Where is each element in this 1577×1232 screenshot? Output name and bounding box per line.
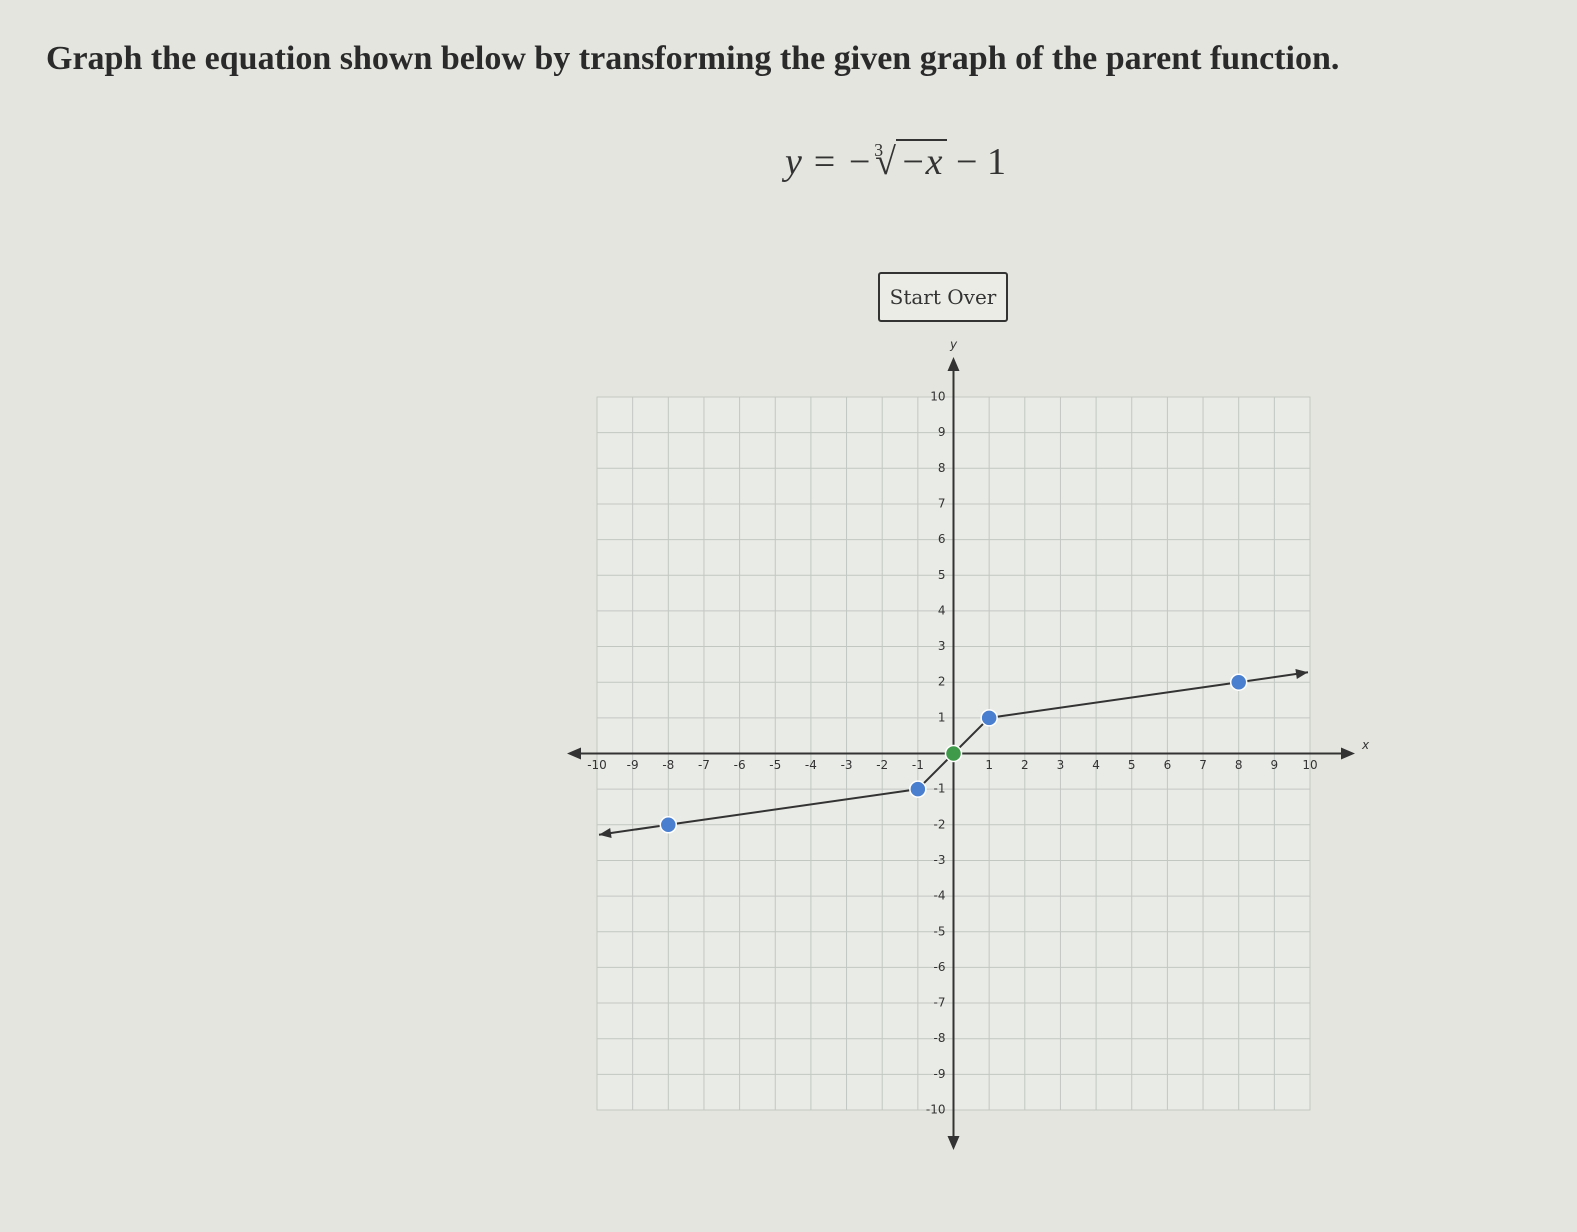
point — [909, 780, 927, 798]
x-tick-label: 3 — [1057, 758, 1065, 772]
y-tick-label: 4 — [938, 603, 946, 617]
y-tick-label: -6 — [934, 960, 946, 974]
y-tick-label: -8 — [934, 1031, 946, 1045]
x-tick-label: 9 — [1271, 758, 1279, 772]
y-tick-label: 2 — [938, 675, 946, 689]
y-tick-label: 10 — [930, 390, 945, 404]
y-tick-label: -9 — [934, 1067, 946, 1081]
x-tick-label: 6 — [1164, 758, 1172, 772]
point — [980, 709, 998, 727]
x-tick-label: -5 — [769, 758, 781, 772]
x-tick-label: -10 — [587, 758, 607, 772]
x-tick-label: 7 — [1199, 758, 1207, 772]
radicand: −x — [896, 139, 947, 183]
y-tick-label: -4 — [934, 889, 946, 903]
y-axis-label: y — [949, 338, 958, 352]
point — [659, 816, 678, 834]
x-axis-label: x — [1361, 738, 1370, 752]
y-tick-label: 3 — [938, 639, 946, 653]
x-tick-label: -1 — [912, 758, 924, 772]
y-tick-label: 8 — [938, 461, 946, 475]
y-tick-label: -1 — [934, 782, 946, 796]
x-tick-label: -6 — [734, 758, 746, 772]
x-tick-label: -2 — [876, 758, 888, 772]
y-tick-label: -7 — [934, 996, 946, 1010]
y-tick-label: -5 — [934, 924, 946, 938]
x-tick-label: -4 — [805, 758, 817, 772]
equation: y = −3√ −x − 1 — [785, 139, 1006, 184]
x-tick-label: 4 — [1092, 758, 1100, 772]
y-tick-label: 5 — [938, 568, 946, 582]
instruction: Graph the equation shown below by transf… — [46, 40, 1340, 77]
y-tick-label: 1 — [938, 710, 946, 724]
root-index: 3 — [874, 140, 884, 160]
y-tick-label: -10 — [926, 1103, 946, 1117]
y-tick-label: -3 — [934, 853, 946, 867]
x-tick-label: 5 — [1128, 758, 1136, 772]
radical-sign: √ — [875, 141, 897, 183]
x-tick-label: 2 — [1021, 758, 1029, 772]
point — [944, 744, 963, 763]
y-tick-label: 9 — [938, 425, 946, 439]
x-tick-label: -3 — [841, 758, 853, 772]
x-tick-label: 1 — [985, 758, 993, 772]
start-over-button[interactable]: Start Over — [878, 272, 1008, 322]
x-tick-label: 8 — [1235, 758, 1243, 772]
x-tick-label: -8 — [662, 758, 674, 772]
equation-rhs: − 1 — [956, 141, 1006, 183]
x-tick-label: -7 — [698, 758, 710, 772]
point — [1229, 673, 1248, 691]
curve-arrow — [599, 828, 612, 838]
curve-arrow — [1295, 669, 1308, 679]
equation-lhs: y = − — [785, 141, 873, 183]
y-tick-label: 7 — [938, 496, 946, 510]
y-tick-label: 6 — [938, 532, 946, 546]
y-tick-label: -2 — [934, 817, 946, 831]
x-tick-label: 10 — [1302, 758, 1317, 772]
x-tick-label: -9 — [627, 758, 639, 772]
